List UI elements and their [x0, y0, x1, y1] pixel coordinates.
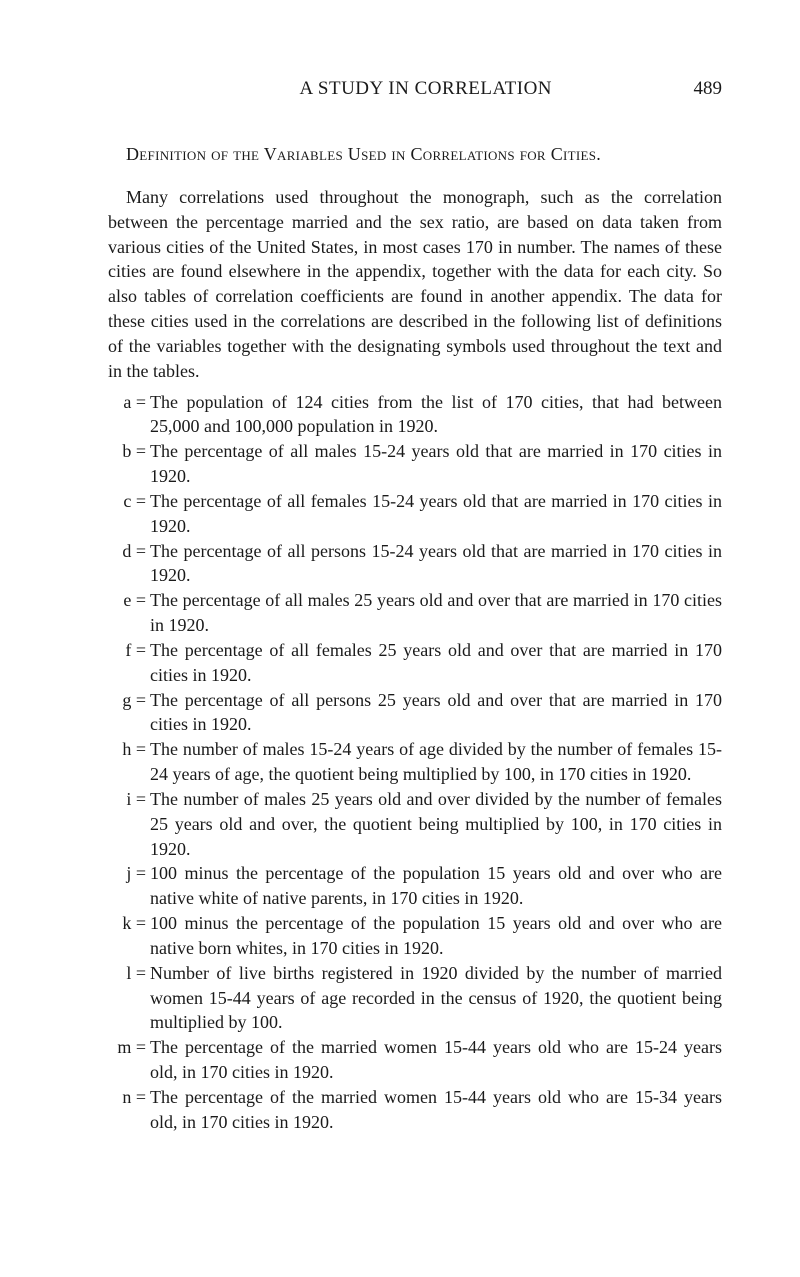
- definition-text: The percentage of all females 25 years o…: [150, 638, 722, 688]
- definitions-list: a = The population of 124 cities from th…: [108, 390, 722, 1135]
- definition-text: 100 minus the percentage of the populati…: [150, 911, 722, 961]
- definition-item: b = The percentage of all males 15-24 ye…: [108, 439, 722, 489]
- intro-paragraph: Many correlations used throughout the mo…: [108, 185, 722, 384]
- definition-text: The percentage of all persons 25 years o…: [150, 688, 722, 738]
- definition-symbol: a =: [108, 390, 150, 440]
- document-page: A STUDY IN CORRELATION 489 Definition of…: [0, 0, 800, 1277]
- definition-item: f = The percentage of all females 25 yea…: [108, 638, 722, 688]
- definition-symbol: l =: [108, 961, 150, 1035]
- definition-text: The number of males 25 years old and ove…: [150, 787, 722, 861]
- definition-text: The percentage of all males 25 years old…: [150, 588, 722, 638]
- definition-text: The population of 124 cities from the li…: [150, 390, 722, 440]
- definition-item: a = The population of 124 cities from th…: [108, 390, 722, 440]
- definition-text: The percentage of the married women 15-4…: [150, 1085, 722, 1135]
- definition-text: 100 minus the percentage of the populati…: [150, 861, 722, 911]
- definition-symbol: c =: [108, 489, 150, 539]
- definition-item: l = Number of live births registered in …: [108, 961, 722, 1035]
- definition-item: d = The percentage of all persons 15-24 …: [108, 539, 722, 589]
- definition-symbol: b =: [108, 439, 150, 489]
- definition-text: The percentage of the married women 15-4…: [150, 1035, 722, 1085]
- definition-text: Number of live births registered in 1920…: [150, 961, 722, 1035]
- definition-symbol: n =: [108, 1085, 150, 1135]
- definition-symbol: d =: [108, 539, 150, 589]
- definition-text: The percentage of all females 15-24 year…: [150, 489, 722, 539]
- definition-symbol: e =: [108, 588, 150, 638]
- definition-text: The percentage of all persons 15-24 year…: [150, 539, 722, 589]
- definition-item: k = 100 minus the percentage of the popu…: [108, 911, 722, 961]
- definition-text: The number of males 15-24 years of age d…: [150, 737, 722, 787]
- definition-symbol: h =: [108, 737, 150, 787]
- definition-item: m = The percentage of the married women …: [108, 1035, 722, 1085]
- section-title: Definition of the Variables Used in Corr…: [108, 144, 722, 165]
- definition-item: e = The percentage of all males 25 years…: [108, 588, 722, 638]
- definition-symbol: i =: [108, 787, 150, 861]
- definition-symbol: m =: [108, 1035, 150, 1085]
- definition-item: i = The number of males 25 years old and…: [108, 787, 722, 861]
- definition-item: g = The percentage of all persons 25 yea…: [108, 688, 722, 738]
- definition-symbol: g =: [108, 688, 150, 738]
- definition-item: j = 100 minus the percentage of the popu…: [108, 861, 722, 911]
- definition-symbol: j =: [108, 861, 150, 911]
- definition-item: n = The percentage of the married women …: [108, 1085, 722, 1135]
- page-number: 489: [694, 78, 723, 100]
- page-header: A STUDY IN CORRELATION 489: [108, 78, 722, 100]
- definition-item: c = The percentage of all females 15-24 …: [108, 489, 722, 539]
- definition-symbol: f =: [108, 638, 150, 688]
- running-head: A STUDY IN CORRELATION: [158, 78, 694, 100]
- definition-text: The percentage of all males 15-24 years …: [150, 439, 722, 489]
- definition-item: h = The number of males 15-24 years of a…: [108, 737, 722, 787]
- definition-symbol: k =: [108, 911, 150, 961]
